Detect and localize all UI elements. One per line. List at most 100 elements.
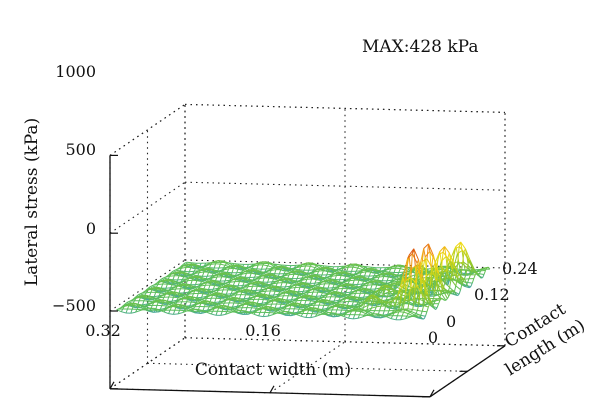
mesh-segment (260, 274, 266, 277)
mesh-segment (254, 278, 260, 281)
mesh-segment (465, 282, 469, 287)
mesh-segment (386, 306, 392, 309)
mesh-segment (192, 264, 198, 267)
mesh-segment (298, 271, 301, 275)
mesh-segment (431, 254, 434, 268)
mesh-segment (364, 271, 367, 277)
mesh-segment (313, 270, 319, 273)
mesh-segment (232, 265, 236, 269)
mesh-segment (266, 269, 272, 273)
mesh-segment (368, 271, 372, 277)
mesh-segment (430, 279, 436, 284)
mesh-segment (226, 276, 232, 279)
mesh-segment (361, 275, 367, 279)
mesh-segment (452, 268, 458, 279)
mesh-segment (315, 291, 319, 297)
mesh-segment (362, 284, 368, 287)
mesh-segment (283, 265, 289, 269)
mesh-segment (340, 272, 344, 276)
mesh-segment (330, 267, 337, 271)
mesh-segment (361, 289, 367, 291)
mesh-segment (377, 288, 381, 296)
mesh-segment (184, 267, 187, 272)
mesh-segment (368, 278, 373, 280)
mesh-segment (273, 278, 279, 281)
mesh-segment (448, 252, 455, 265)
mesh-segment (485, 267, 488, 271)
mesh-segment (416, 286, 419, 299)
mesh-segment (306, 262, 312, 265)
grid-line (184, 103, 506, 113)
mesh-segment (254, 261, 260, 265)
mesh-segment (186, 261, 192, 264)
mesh-segment (400, 280, 407, 290)
mesh-segment (268, 274, 271, 279)
mesh-segment (382, 294, 388, 297)
mesh-segment (241, 272, 247, 275)
mesh-segment (433, 254, 439, 267)
mesh-segment (195, 267, 201, 271)
mesh-segment (380, 272, 386, 275)
mesh-segment (200, 268, 206, 271)
mesh-segment (466, 267, 473, 272)
mesh-segment (289, 278, 295, 282)
mesh-segment (270, 274, 276, 278)
mesh-segment (234, 278, 237, 282)
mesh-segment (197, 272, 200, 277)
mesh-segment (352, 279, 355, 285)
mesh-segment (278, 275, 284, 278)
mesh-segment (334, 299, 339, 302)
mesh-segment (297, 277, 302, 280)
mesh-segment (433, 279, 436, 287)
mesh-segment (287, 277, 293, 280)
mesh-segment (295, 266, 301, 269)
mesh-segment (343, 282, 349, 285)
mesh-segment (375, 272, 381, 276)
mesh-segment (428, 289, 433, 292)
mesh-segment (301, 270, 307, 274)
mesh-segment (229, 273, 235, 277)
mesh-segment (320, 267, 325, 269)
mesh-segment (360, 264, 366, 268)
mesh-segment (271, 269, 277, 271)
mesh-segment (277, 286, 284, 290)
mesh-segment (400, 276, 404, 290)
mesh-segment (453, 285, 457, 292)
mesh-segment (433, 291, 436, 299)
mesh-segment (261, 293, 267, 296)
mesh-segment (374, 288, 380, 293)
mesh-segment (236, 271, 242, 274)
mesh-segment (247, 267, 253, 269)
mesh-segment (447, 252, 450, 259)
mesh-segment (408, 255, 411, 271)
mesh-segment (390, 267, 396, 270)
mesh-segment (280, 266, 283, 270)
mesh-segment (426, 293, 432, 303)
mesh-segment (387, 281, 393, 284)
mesh-segment (441, 251, 444, 268)
mesh-segment (233, 267, 239, 270)
mesh-segment (442, 251, 449, 259)
mesh-segment (412, 301, 415, 310)
mesh-segment (352, 264, 355, 268)
mesh-segment (470, 271, 473, 275)
mesh-segment (370, 271, 376, 274)
mesh-segment (455, 268, 458, 278)
mesh-segment (408, 277, 412, 300)
mesh-segment (213, 263, 217, 269)
mesh-segment (412, 309, 418, 311)
mesh-segment (225, 274, 229, 278)
mesh-segment (455, 293, 458, 296)
mesh-segment (254, 269, 260, 272)
mesh-segment (383, 291, 390, 295)
mesh-segment (350, 292, 356, 295)
mesh-segment (213, 273, 219, 277)
mesh-segment (163, 277, 169, 280)
mesh-segment (388, 290, 395, 296)
mesh-segment (291, 284, 297, 288)
mesh-segment (349, 298, 355, 301)
mesh-segment (405, 270, 411, 293)
mesh-segment (302, 287, 306, 292)
grid-line (184, 181, 506, 191)
